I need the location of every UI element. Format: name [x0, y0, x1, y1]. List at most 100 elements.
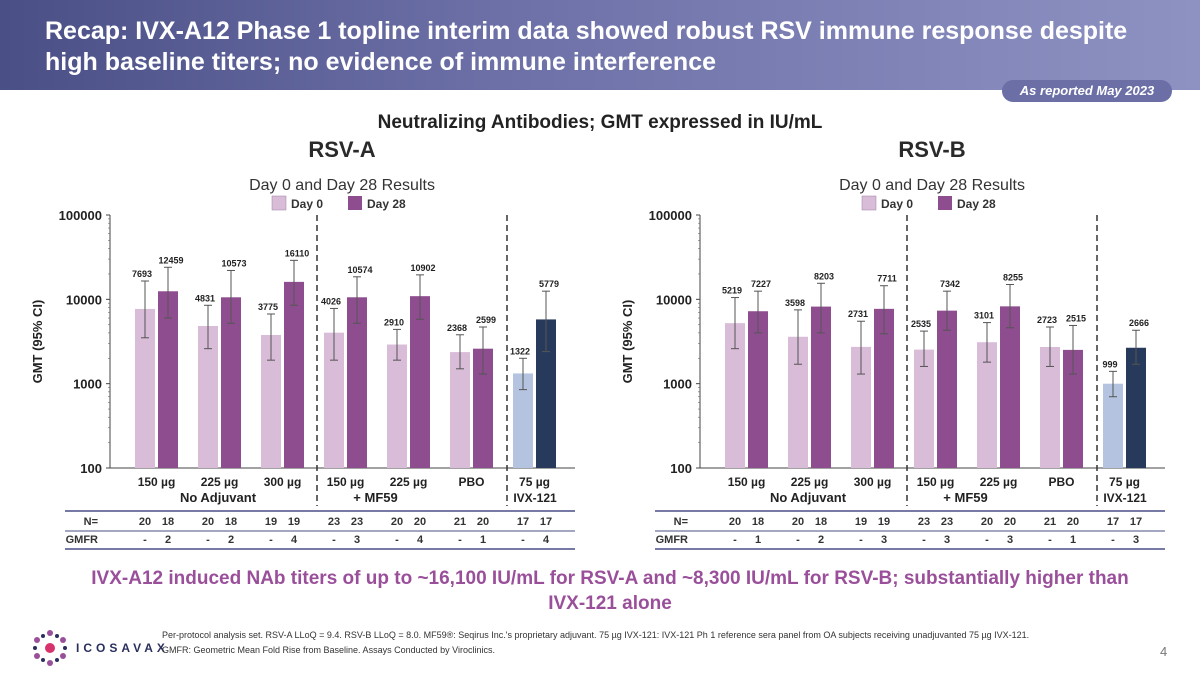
x-tick-label: 225 µg — [390, 475, 428, 489]
data-label: 2368 — [447, 323, 467, 333]
gmfr-value: 3 — [944, 534, 950, 546]
x-tick-label: 225 µg — [791, 475, 829, 489]
x-tick-label: 150 µg — [327, 475, 365, 489]
data-label: 3101 — [974, 311, 994, 321]
bar-day0 — [1103, 383, 1123, 468]
data-label: 4831 — [195, 293, 215, 303]
n-value: 23 — [328, 516, 340, 528]
data-label: 4026 — [321, 296, 341, 306]
data-label: 2599 — [476, 315, 496, 325]
bar-day28 — [1126, 347, 1146, 468]
bar-day28 — [221, 297, 241, 468]
n-value: 19 — [878, 516, 890, 528]
n-value: 17 — [1107, 516, 1119, 528]
n-value: 19 — [288, 516, 300, 528]
n-value: 20 — [139, 516, 151, 528]
bar-day0 — [851, 346, 871, 468]
x-tick-label: 150 µg — [138, 475, 176, 489]
y-tick-label: 1000 — [73, 377, 102, 392]
gmfr-value: 1 — [480, 534, 486, 546]
gmfr-value: - — [521, 534, 525, 546]
n-value: 20 — [414, 516, 426, 528]
n-value: 19 — [265, 516, 277, 528]
n-value: 18 — [752, 516, 764, 528]
legend-swatch-day0 — [271, 195, 287, 211]
x-tick-label: PBO — [458, 475, 484, 489]
gmfr-value: 3 — [1007, 534, 1013, 546]
data-label: 7342 — [940, 279, 960, 289]
bar-day0 — [1040, 346, 1060, 468]
data-label: 5219 — [722, 286, 742, 296]
n-value: 23 — [351, 516, 363, 528]
data-label: 2515 — [1066, 313, 1086, 323]
gmfr-value: - — [332, 534, 336, 546]
y-tick-label: 100000 — [59, 208, 102, 223]
bar-day28 — [811, 306, 831, 468]
y-axis-label: GMT (95% CI) — [30, 300, 45, 384]
x-tick-label: 75 µg — [519, 475, 550, 489]
data-label: 2910 — [384, 317, 404, 327]
y-tick-label: 1000 — [663, 377, 692, 392]
n-value: 21 — [1044, 516, 1056, 528]
n-value: 20 — [981, 516, 993, 528]
gmfr-value: - — [796, 534, 800, 546]
bar-day0 — [725, 323, 745, 468]
n-value: 20 — [202, 516, 214, 528]
gmfr-value: - — [733, 534, 737, 546]
data-label: 8203 — [814, 271, 834, 281]
gmfr-value: 2 — [818, 534, 824, 546]
n-value: 21 — [454, 516, 466, 528]
report-date-badge: As reported May 2023 — [1002, 80, 1172, 102]
bar-day28 — [874, 308, 894, 468]
n-value: 20 — [1004, 516, 1016, 528]
legend-label-day28: Day 28 — [957, 197, 996, 211]
y-tick-label: 100 — [670, 461, 692, 476]
company-name: ICOSAVAX — [76, 641, 169, 655]
bar-day0 — [198, 325, 218, 468]
n-value: 20 — [391, 516, 403, 528]
table-n-label: N= — [674, 516, 688, 528]
data-label: 5779 — [539, 279, 559, 289]
icosavax-logo-icon — [33, 630, 67, 666]
x-tick-label: 225 µg — [980, 475, 1018, 489]
x-tick-label: 150 µg — [917, 475, 955, 489]
bar-day28 — [937, 310, 957, 468]
gmfr-value: - — [922, 534, 926, 546]
chart-rsv-a: RSV-A Day 0 and Day 28 Results Day 0 Day 28… — [30, 137, 575, 550]
bar-day0 — [324, 332, 344, 468]
data-label: 2723 — [1037, 315, 1057, 325]
n-value: 19 — [855, 516, 867, 528]
x-tick-label: 225 µg — [201, 475, 239, 489]
data-label: 16110 — [285, 248, 310, 258]
group-label-ivx121: IVX-121 — [1103, 491, 1147, 505]
bar-day0 — [135, 308, 155, 468]
gmfr-value: 1 — [1070, 534, 1076, 546]
gmfr-value: - — [206, 534, 210, 546]
gmfr-value: 1 — [755, 534, 761, 546]
title-banner: Recap: IVX-A12 Phase 1 topline interim d… — [0, 0, 1200, 90]
n-value: 17 — [1130, 516, 1142, 528]
data-label: 10574 — [347, 265, 372, 275]
data-label: 1322 — [510, 346, 530, 356]
gmfr-value: - — [269, 534, 273, 546]
n-value: 23 — [918, 516, 930, 528]
gmfr-value: 3 — [881, 534, 887, 546]
gmfr-value: 4 — [417, 534, 424, 546]
gmfr-value: 4 — [543, 534, 550, 546]
bar-day28 — [536, 319, 556, 468]
bar-day28 — [1000, 306, 1020, 468]
legend-swatch-day0 — [861, 195, 877, 211]
headline-conclusion: IVX-A12 induced NAb titers of up to ~16,… — [91, 568, 1129, 614]
data-label: 2666 — [1129, 318, 1149, 328]
data-label: 7711 — [877, 274, 897, 284]
chart-subtitle: Neutralizing Antibodies; GMT expressed i… — [377, 112, 823, 133]
n-value: 20 — [1067, 516, 1079, 528]
panel-title: RSV-B — [898, 137, 965, 162]
bar-day0 — [261, 335, 281, 468]
n-value: 18 — [815, 516, 827, 528]
n-value: 17 — [517, 516, 529, 528]
bar-day0 — [914, 349, 934, 468]
data-label: 2731 — [848, 309, 868, 319]
data-label: 3598 — [785, 298, 805, 308]
bar-day28 — [410, 296, 430, 468]
